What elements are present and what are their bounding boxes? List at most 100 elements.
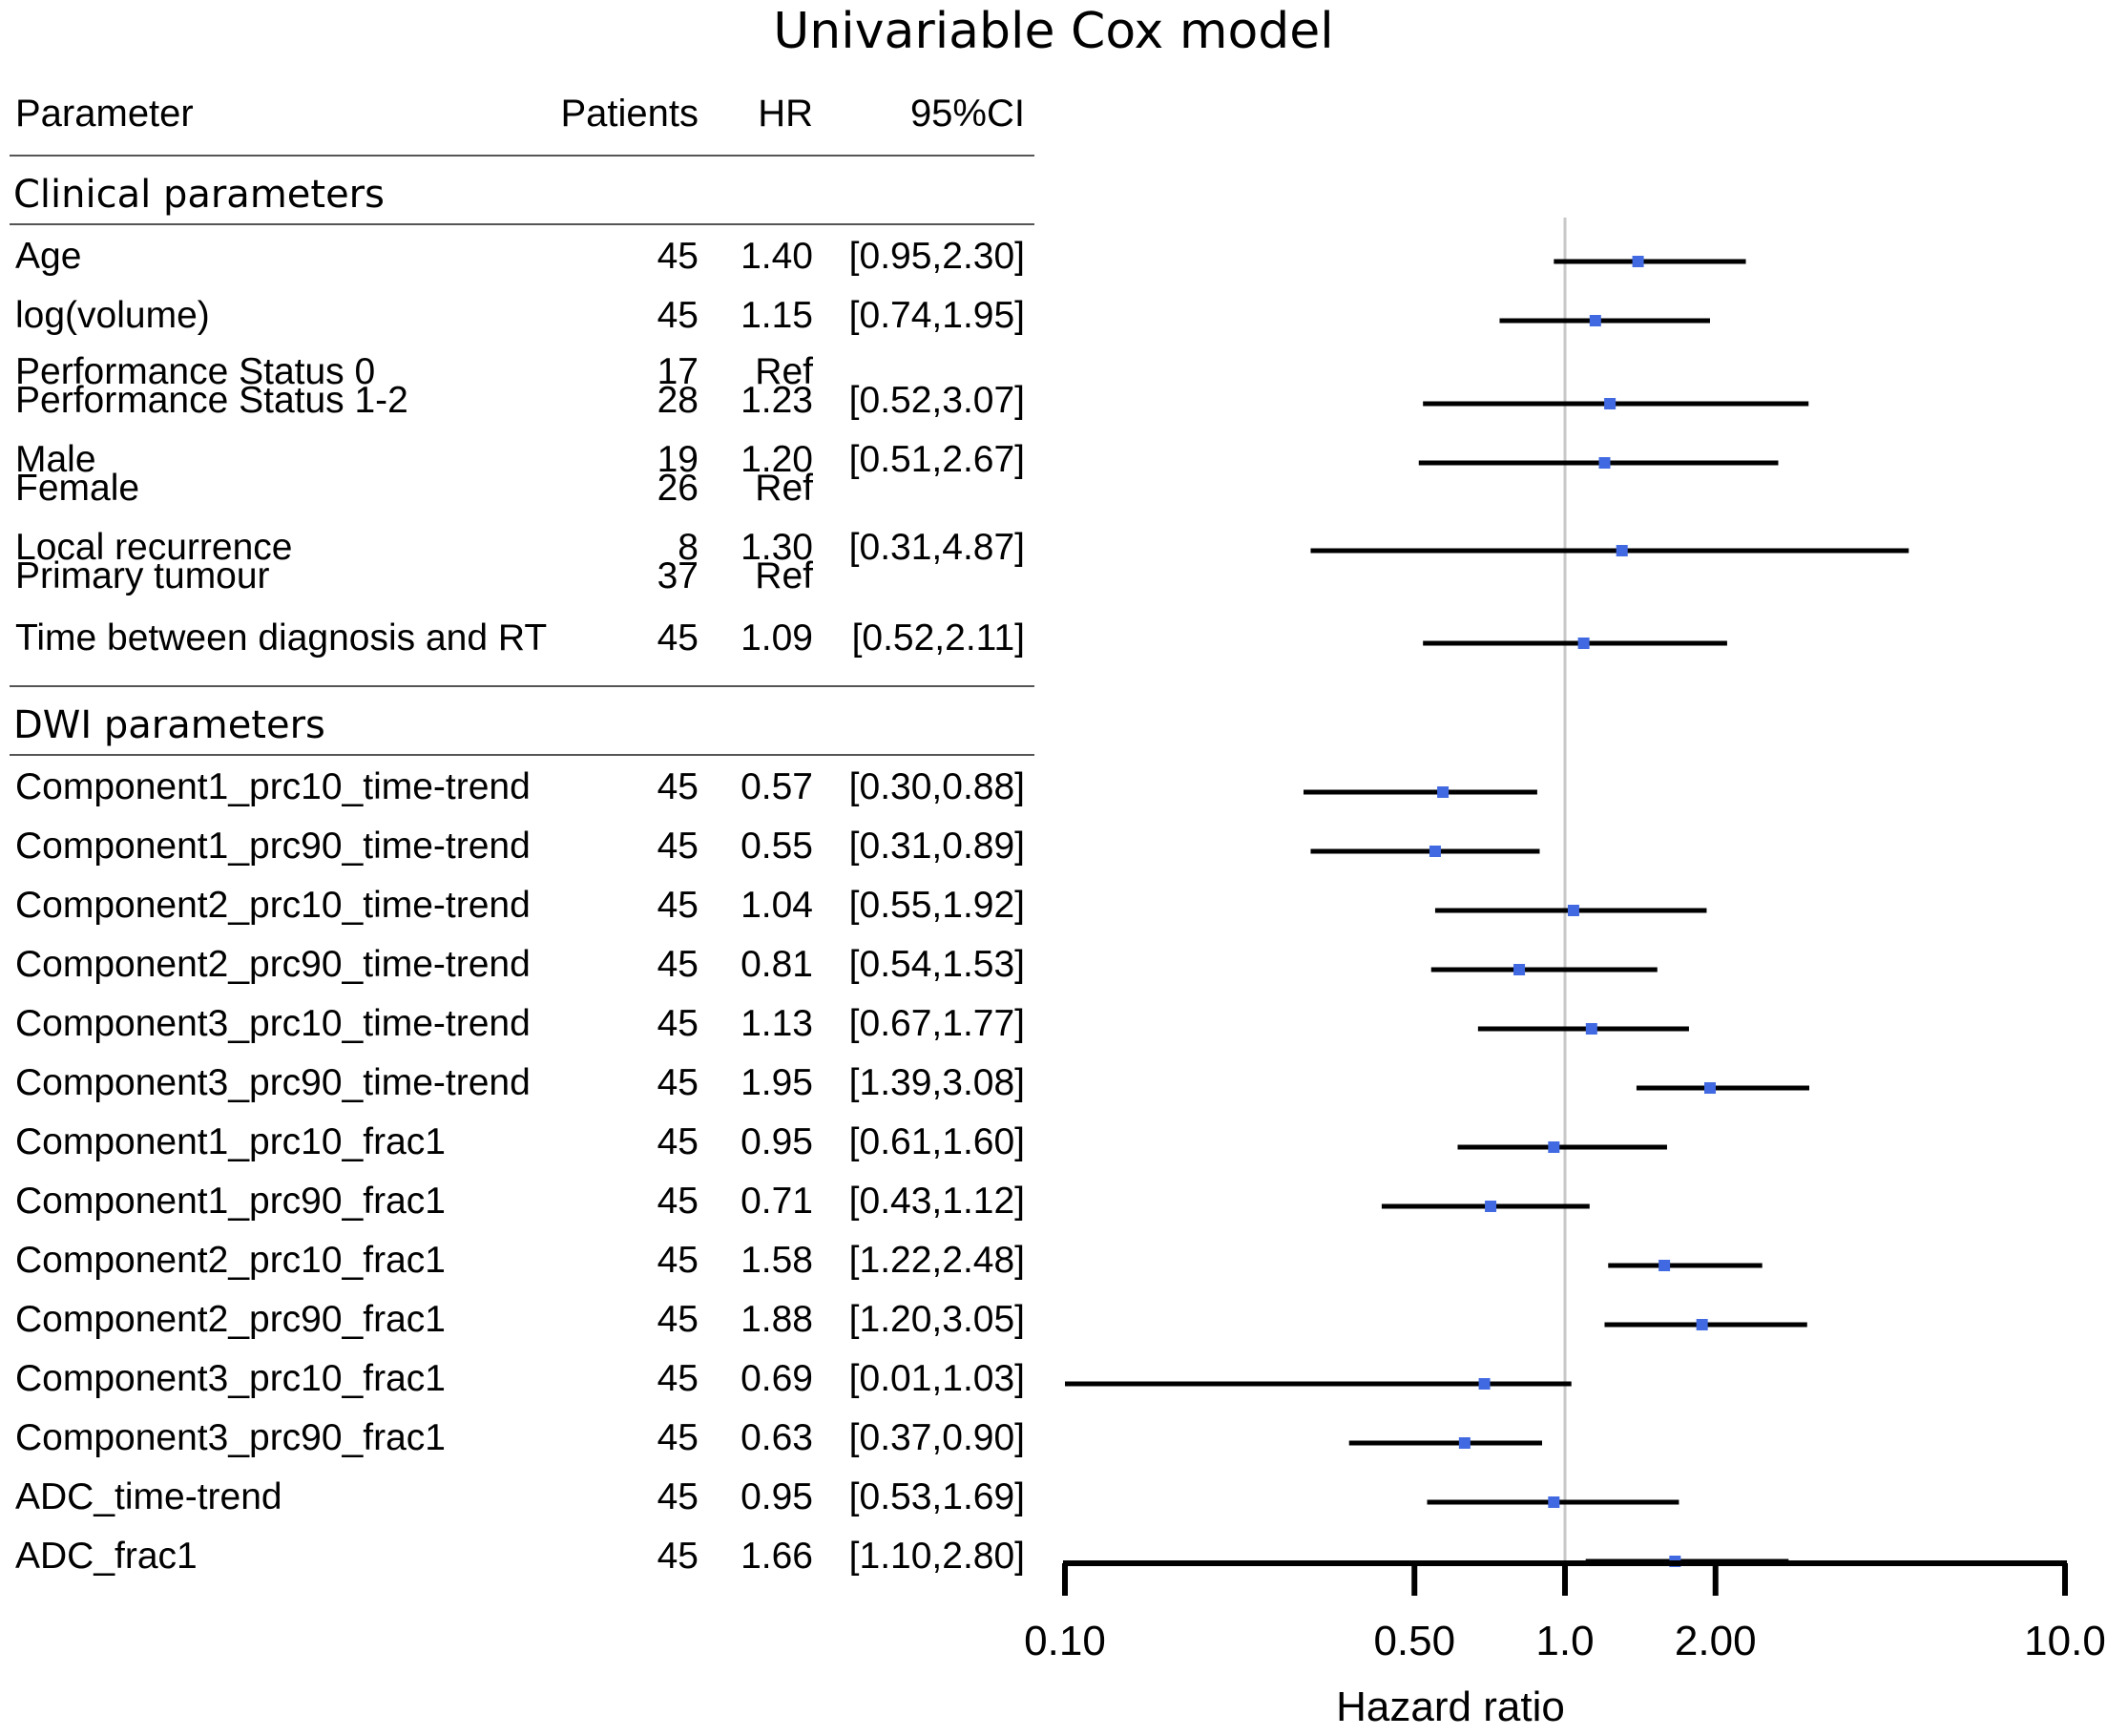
row-ci: [1.39,3.08] (849, 1062, 1025, 1103)
row-parameter: Component1_prc10_time-trend (15, 766, 531, 807)
point-estimate (1604, 398, 1617, 409)
point-estimate (1632, 256, 1644, 267)
row-parameter: ADC_time-trend (15, 1476, 282, 1517)
point-estimate (1577, 638, 1590, 649)
row-parameter: Component2_prc90_frac1 (15, 1299, 446, 1340)
row-patients: 45 (657, 1062, 699, 1103)
row-patients: 8 (678, 527, 699, 568)
row-parameter: Time between diagnosis and RT (15, 617, 547, 659)
x-tick-label: 2.00 (1675, 1618, 1757, 1664)
section-label: DWI parameters (13, 703, 325, 747)
row-ci: [0.30,0.88] (849, 766, 1025, 807)
point-estimate (1616, 545, 1628, 556)
row-ci: [0.31,4.87] (849, 527, 1025, 568)
row-patients: 45 (657, 1417, 699, 1458)
row-ci: [1.22,2.48] (849, 1240, 1025, 1281)
row-ci: [0.53,1.69] (849, 1476, 1025, 1517)
x-tick-label: 10.0 (2024, 1618, 2106, 1664)
row-parameter: Component3_prc90_time-trend (15, 1062, 531, 1103)
row-parameter: Local recurrence (15, 527, 292, 568)
row-patients: 17 (657, 351, 699, 392)
row-hr: 1.23 (741, 380, 813, 421)
row-hr: 1.20 (741, 439, 813, 480)
row-hr: 1.40 (741, 236, 813, 277)
x-axis-label: Hazard ratio (1336, 1684, 1565, 1730)
point-estimate (1513, 964, 1526, 975)
row-hr: 1.66 (741, 1536, 813, 1577)
row-hr: 0.69 (741, 1358, 813, 1399)
row-patients: 45 (657, 1358, 699, 1399)
point-estimate (1548, 1141, 1560, 1153)
row-ci: [0.31,0.89] (849, 826, 1025, 867)
row-hr: Ref (755, 555, 813, 596)
row-parameter: Component3_prc90_frac1 (15, 1417, 446, 1458)
row-parameter: Component2_prc10_frac1 (15, 1240, 446, 1281)
row-parameter: Male (15, 439, 96, 480)
row-parameter: Performance Status 0 (15, 351, 375, 392)
row-hr: 0.95 (741, 1476, 813, 1517)
row-ci: [0.61,1.60] (849, 1121, 1025, 1162)
row-patients: 37 (657, 555, 699, 596)
row-ci: [0.43,1.12] (849, 1181, 1025, 1222)
plot-area (1065, 218, 1909, 1567)
column-header-parameter: Parameter (15, 93, 194, 135)
row-hr: 0.81 (741, 944, 813, 985)
row-patients: 26 (657, 468, 699, 509)
row-patients: 45 (657, 295, 699, 336)
point-estimate (1437, 786, 1450, 798)
point-estimate (1548, 1496, 1560, 1508)
row-patients: 28 (657, 380, 699, 421)
row-parameter: Age (15, 236, 81, 277)
point-estimate (1658, 1260, 1671, 1271)
row-ci: [0.95,2.30] (849, 236, 1025, 277)
column-header-patients: Patients (560, 93, 699, 135)
row-parameter: Female (15, 468, 139, 509)
x-tick-label: 0.50 (1373, 1618, 1455, 1664)
point-estimate (1696, 1319, 1708, 1330)
row-ci: [0.52,2.11] (852, 617, 1025, 659)
row-ci: [0.67,1.77] (849, 1003, 1025, 1044)
point-estimate (1589, 315, 1601, 326)
row-hr: 0.55 (741, 826, 813, 867)
row-patients: 45 (657, 1003, 699, 1044)
chart-title: Univariable Cox model (773, 3, 1334, 60)
row-ci: [0.74,1.95] (849, 295, 1025, 336)
row-patients: 45 (657, 1121, 699, 1162)
point-estimate (1703, 1082, 1716, 1094)
row-parameter: Component1_prc90_time-trend (15, 826, 531, 867)
point-estimate (1585, 1023, 1597, 1035)
point-estimate (1458, 1437, 1471, 1449)
row-ci: [0.01,1.03] (849, 1358, 1025, 1399)
table: Clinical parameters DWI parameters Age 45 1.… (10, 155, 1034, 1577)
x-tick-label: 1.0 (1535, 1618, 1594, 1664)
row-parameter: Component1_prc10_frac1 (15, 1121, 446, 1162)
row-patients: 45 (657, 1476, 699, 1517)
row-hr: 0.71 (741, 1181, 813, 1222)
row-hr: 0.63 (741, 1417, 813, 1458)
row-patients: 45 (657, 885, 699, 926)
row-patients: 45 (657, 1299, 699, 1340)
row-hr: 1.95 (741, 1062, 813, 1103)
row-patients: 45 (657, 617, 699, 659)
row-parameter: Component3_prc10_frac1 (15, 1358, 446, 1399)
row-hr: 1.58 (741, 1240, 813, 1281)
row-parameter: Component1_prc90_frac1 (15, 1181, 446, 1222)
row-parameter: Component2_prc10_time-trend (15, 885, 531, 926)
row-ci: [1.10,2.80] (849, 1536, 1025, 1577)
row-ci: [0.54,1.53] (849, 944, 1025, 985)
row-hr: 1.15 (741, 295, 813, 336)
row-hr: Ref (755, 351, 813, 392)
row-ci: [1.20,3.05] (849, 1299, 1025, 1340)
row-parameter: Primary tumour (15, 555, 270, 596)
section-label: Clinical parameters (13, 173, 385, 217)
row-patients: 45 (657, 944, 699, 985)
row-ci: [0.52,3.07] (849, 380, 1025, 421)
x-tick-label: 0.10 (1024, 1618, 1106, 1664)
row-hr: 0.57 (741, 766, 813, 807)
row-parameter: Component3_prc10_time-trend (15, 1003, 531, 1044)
row-patients: 45 (657, 1181, 699, 1222)
row-hr: Ref (755, 468, 813, 509)
row-ci: [0.37,0.90] (849, 1417, 1025, 1458)
point-estimate (1485, 1201, 1497, 1212)
